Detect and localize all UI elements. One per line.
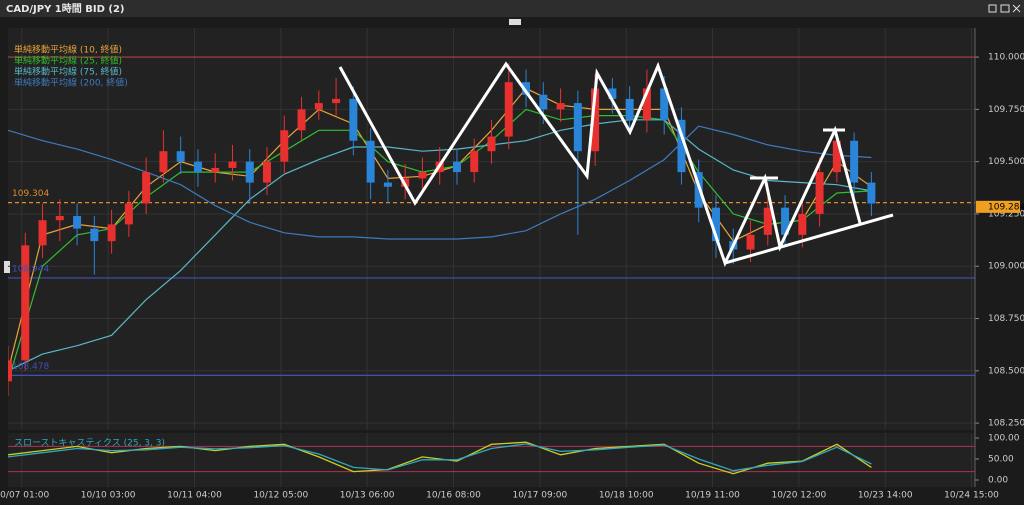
y-tick-label: 100.00	[988, 433, 1020, 443]
candle-body	[625, 98, 634, 120]
x-tick-label: 10/17 09:00	[512, 491, 567, 501]
candle-body	[124, 203, 133, 225]
candle-body	[781, 207, 790, 235]
candle-body	[867, 182, 876, 204]
legend-entry: 単純移動平均線 (25, 終値)	[14, 55, 122, 67]
candle-body	[798, 213, 807, 235]
y-tick-label: 109.750	[988, 105, 1024, 115]
indicator-line	[7, 443, 872, 472]
candle-body	[8, 360, 12, 382]
title-bar	[0, 0, 1024, 17]
candle-body	[193, 161, 202, 173]
level-label: 108.944	[12, 264, 49, 274]
x-tick-label: 10/16 08:00	[426, 491, 481, 501]
candle-body	[504, 82, 513, 137]
candle-body	[297, 109, 306, 131]
y-tick-label: 109.500	[988, 157, 1024, 167]
candle-body	[159, 151, 168, 173]
collapse-tab[interactable]	[509, 19, 521, 25]
close-button[interactable]	[1012, 4, 1021, 13]
candle-body	[746, 234, 755, 250]
x-tick-label: 10/07 01:00	[0, 491, 49, 501]
candle-body	[470, 151, 479, 173]
y-tick-label: 108.500	[988, 366, 1024, 376]
x-tick-label: 10/23 14:00	[858, 491, 913, 501]
y-tick-label: 0.00	[988, 475, 1008, 485]
candle-body	[418, 172, 427, 179]
window-controls[interactable]	[988, 4, 1021, 13]
legend-entry: 単純移動平均線 (10, 終値)	[14, 44, 122, 56]
candle-body	[107, 224, 116, 242]
x-tick-label: 10/24 15:00	[944, 491, 999, 501]
candle-body	[660, 88, 669, 120]
legend-entry: 単純移動平均線 (200, 終値)	[14, 77, 128, 89]
candle-body	[73, 216, 82, 229]
window-title: CAD/JPY 1時間 BID (2)	[6, 2, 124, 15]
x-tick-label: 10/12 05:00	[253, 491, 308, 501]
candle-body	[452, 161, 461, 173]
legend-entry: 単純移動平均線 (75, 終値)	[14, 66, 122, 78]
y-tick-label: 109.000	[988, 262, 1024, 272]
drawn-pattern	[338, 61, 862, 267]
level-label: 108.478	[12, 362, 49, 372]
candle-body	[55, 216, 64, 221]
price-panel	[8, 28, 975, 430]
candle-body	[832, 140, 841, 173]
candle-body	[38, 220, 47, 246]
last-price-box	[976, 200, 1020, 213]
candle-body	[245, 161, 254, 183]
candle-body	[677, 119, 686, 173]
candle-body	[487, 136, 496, 152]
candle-body	[142, 172, 151, 204]
candle-body	[815, 172, 824, 214]
y-tick-label: 110.000	[988, 53, 1024, 63]
y-tick-label: 108.750	[988, 314, 1024, 324]
candle-body	[176, 151, 185, 162]
candle-body	[711, 207, 720, 242]
pattern-drawings	[338, 61, 894, 267]
candle-body	[608, 88, 617, 99]
x-tick-label: 10/19 11:00	[685, 491, 740, 501]
candle-body	[314, 103, 323, 110]
last-price-label: 109.284	[988, 202, 1024, 212]
drawn-line	[724, 213, 894, 265]
candle-body	[539, 94, 548, 110]
candle-body	[763, 207, 772, 235]
candle-body	[383, 182, 392, 187]
candle-body	[522, 82, 531, 95]
indicator-panel	[8, 433, 975, 487]
restore-button[interactable]	[988, 4, 997, 13]
candle-body	[642, 88, 651, 120]
x-tick-label: 10/18 10:00	[599, 491, 654, 501]
x-tick-label: 10/11 04:00	[167, 491, 222, 501]
plot	[8, 28, 975, 430]
candle-body	[211, 167, 220, 173]
candle-body	[21, 245, 30, 361]
indicator-line	[7, 441, 872, 475]
moving-average	[8, 125, 872, 240]
maximize-button[interactable]	[1000, 4, 1010, 13]
side-tab[interactable]	[4, 261, 10, 273]
candle-body	[556, 103, 565, 110]
candle-body	[228, 161, 237, 168]
indicator-title: スローストキャスティクス (25, 3, 3)	[14, 438, 165, 449]
y-tick-label: 109.250	[988, 209, 1024, 219]
candle-body	[332, 98, 341, 104]
candle-body	[263, 161, 272, 183]
candle-body	[850, 140, 859, 183]
x-tick-label: 10/13 06:00	[340, 491, 395, 501]
y-tick-label: 108.250	[988, 419, 1024, 429]
candle-body	[90, 228, 99, 242]
candle-body	[366, 140, 375, 183]
x-tick-label: 10/10 03:00	[81, 491, 136, 501]
candle-body	[349, 98, 358, 141]
candle-body	[573, 103, 582, 152]
y-tick-label: 50.00	[988, 454, 1014, 464]
candle-body	[280, 130, 289, 162]
level-label: 109.304	[12, 189, 49, 199]
candle-body	[591, 88, 600, 152]
x-tick-label: 10/20 12:00	[772, 491, 827, 501]
